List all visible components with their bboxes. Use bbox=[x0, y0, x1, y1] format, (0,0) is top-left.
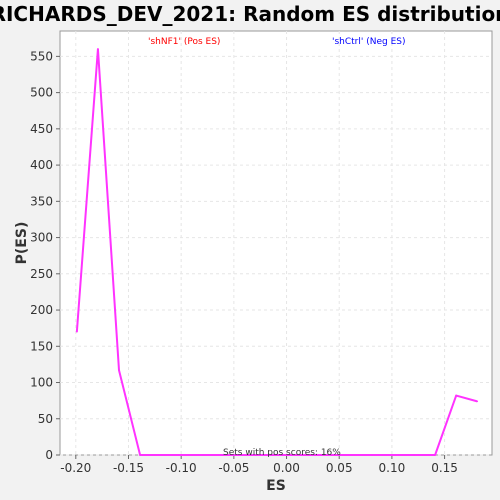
x-tick-label: -0.05 bbox=[218, 461, 249, 475]
data-point bbox=[181, 454, 184, 456]
data-point bbox=[139, 454, 141, 456]
x-tick-label: 0.05 bbox=[326, 461, 353, 475]
y-tick-label: 400 bbox=[30, 158, 53, 172]
data-point bbox=[76, 330, 78, 333]
x-tick-label: -0.15 bbox=[113, 461, 144, 475]
y-axis-label: P(ES) bbox=[14, 222, 30, 265]
data-point bbox=[202, 454, 205, 456]
data-point bbox=[118, 369, 120, 372]
series-layer bbox=[75, 48, 479, 456]
data-point bbox=[160, 454, 162, 456]
data-point bbox=[476, 400, 479, 403]
plot-area bbox=[59, 30, 493, 456]
x-axis-label: ES bbox=[266, 478, 286, 494]
x-axis: -0.20 -0.15 -0.10 -0.05 0.00 0.05 0.10 0.15 bbox=[60, 455, 458, 475]
y-tick-label: 550 bbox=[30, 49, 53, 63]
es-distribution-line bbox=[75, 48, 478, 456]
neg-es-label: 'shCtrl' (Neg ES) bbox=[332, 37, 405, 47]
data-point bbox=[223, 454, 226, 456]
chart-title: RICHARDS_DEV_2021: Random ES distributio… bbox=[0, 2, 500, 26]
y-axis: 0 50 100 150 200 250 300 350 400 450 500 550 bbox=[30, 49, 60, 462]
data-point bbox=[265, 454, 268, 456]
data-point bbox=[286, 454, 289, 456]
x-tick-label: 0.15 bbox=[431, 461, 458, 475]
data-point bbox=[392, 454, 394, 456]
x-tick-label: -0.10 bbox=[166, 461, 197, 475]
data-point bbox=[413, 454, 415, 456]
data-point bbox=[434, 454, 436, 456]
data-point bbox=[97, 48, 99, 50]
pos-es-label: 'shNF1' (Pos ES) bbox=[148, 37, 220, 47]
y-tick-label: 150 bbox=[30, 339, 53, 353]
y-tick-label: 250 bbox=[30, 267, 53, 281]
data-point bbox=[328, 454, 331, 456]
x-tick-label: 0.10 bbox=[379, 461, 406, 475]
data-point bbox=[350, 454, 352, 456]
x-tick-label: 0.00 bbox=[273, 461, 300, 475]
sets-pos-scores-label: Sets with pos scores: 16% bbox=[223, 448, 341, 458]
data-point bbox=[371, 454, 373, 456]
y-tick-label: 0 bbox=[45, 448, 53, 462]
data-point bbox=[307, 454, 310, 456]
y-tick-label: 200 bbox=[30, 303, 53, 317]
x-tick-label: -0.20 bbox=[60, 461, 91, 475]
y-tick-label: 300 bbox=[30, 231, 53, 245]
y-tick-label: 50 bbox=[38, 412, 53, 426]
y-tick-label: 350 bbox=[30, 194, 53, 208]
y-tick-label: 100 bbox=[30, 376, 53, 390]
data-point bbox=[244, 454, 247, 456]
data-point bbox=[455, 394, 457, 397]
y-tick-label: 500 bbox=[30, 86, 53, 100]
y-tick-label: 450 bbox=[30, 122, 53, 136]
